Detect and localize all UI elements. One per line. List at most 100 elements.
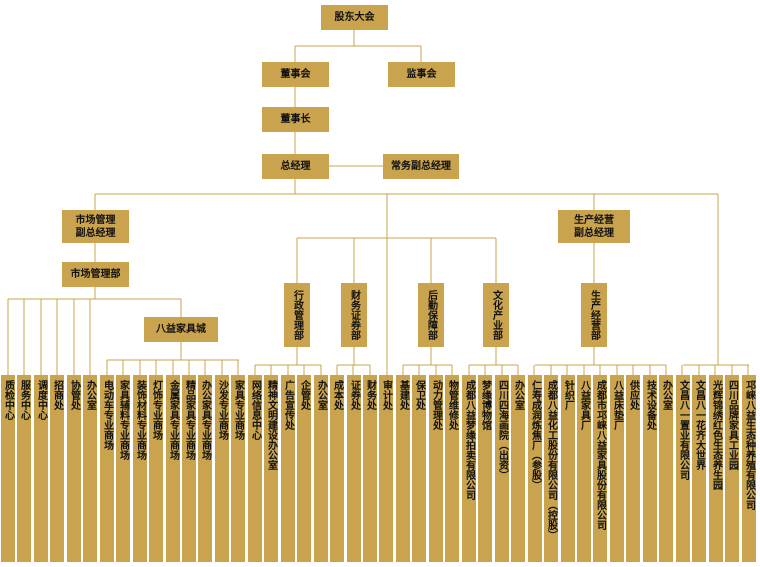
leaf-merchants: 招商处 xyxy=(50,375,64,562)
leaf-museum: 梦缘博物馆 xyxy=(478,375,492,562)
leaf-office-furniture-mall: 办公家具专业商场 xyxy=(198,375,212,562)
leaf-label: 成都市邛崃八益家具股份有限公司 xyxy=(594,380,606,530)
bayi-mall-box: 八益家具城 xyxy=(144,317,218,342)
bayi-mall-label: 八益家具城 xyxy=(156,324,206,335)
leaf-furniture-factory: 八益家具厂 xyxy=(577,375,591,562)
leaf-office-production: 办公室 xyxy=(659,375,673,562)
leaf-label: 装饰材料专业商场 xyxy=(134,380,146,460)
leaf-label: 成都八益梦缘拍卖有限公司 xyxy=(463,380,475,500)
finance-dept-box: 财务证券部 xyxy=(341,283,367,347)
leaf-furniture-mall: 家具专业商场 xyxy=(231,375,245,562)
leaf-label: 四川四海画院（出资） xyxy=(496,380,508,480)
leaf-quality-center: 质检中心 xyxy=(1,375,15,562)
leaf-coordination: 协管处 xyxy=(67,375,81,562)
leaf-label: 证券处 xyxy=(348,380,360,410)
leaf-label: 企管处 xyxy=(298,380,310,410)
leaf-wenchang-flower-world: 文昌八一花齐大世界 xyxy=(692,375,706,562)
leaf-qionglai-eco-farming: 邛崃八益生态种养殖有限公司 xyxy=(742,375,756,562)
leaf-label: 办公家具专业商场 xyxy=(199,380,211,460)
leaf-label: 针织厂 xyxy=(562,380,574,410)
production-dept-box: 生产经营部 xyxy=(581,283,607,347)
leaf-label: 招商处 xyxy=(51,380,63,410)
leaf-furniture-accessories-mall: 家具辅料专业商场 xyxy=(116,375,130,562)
leaf-guanghui-eco-park: 光辉锦绣红色生态养生园 xyxy=(709,375,723,562)
market-dept-label: 市场管理部 xyxy=(70,269,121,280)
leaf-construction: 基建处 xyxy=(396,375,410,562)
leaf-label: 审计处 xyxy=(380,380,392,410)
leaf-tech-equipment: 技术设备处 xyxy=(643,375,657,562)
leaf-label: 协管处 xyxy=(68,380,80,410)
board-label: 董事会 xyxy=(280,69,311,80)
leaf-mattress-factory: 八益床垫厂 xyxy=(610,375,624,562)
leaf-label: 基建处 xyxy=(397,380,409,410)
logistics-dept-label: 后勤保障部 xyxy=(425,290,437,340)
leaf-sofa-mall: 沙发专业商场 xyxy=(215,375,229,562)
leaf-label: 电动车专业商场 xyxy=(101,380,113,450)
leaf-finance: 财务处 xyxy=(363,375,377,562)
leaf-label: 广告宣传处 xyxy=(282,380,294,430)
leaf-label: 精神文明建设办公室 xyxy=(265,380,277,470)
board-box: 董事会 xyxy=(262,62,329,87)
leaf-office-admin: 办公室 xyxy=(314,375,328,562)
leaf-ev-mall: 电动车专业商场 xyxy=(100,375,114,562)
admin-dept-box: 行政管理部 xyxy=(284,283,310,347)
production-dept-label: 生产经营部 xyxy=(588,290,600,340)
prod-vgm-label: 生产经营 副总经理 xyxy=(574,214,614,239)
market-dept-box: 市场管理部 xyxy=(62,262,129,287)
leaf-property-maintenance: 物管维修处 xyxy=(445,375,459,562)
leaf-dispatch-center: 调度中心 xyxy=(34,375,48,562)
leaf-qionglai-furniture-company: 成都市邛崃八益家具股份有限公司 xyxy=(593,375,607,562)
chairman-label: 董事长 xyxy=(280,114,311,125)
supervisors-label: 监事会 xyxy=(406,69,437,80)
leaf-network-info-center: 网络信息中心 xyxy=(248,375,262,562)
leaf-advertising: 广告宣传处 xyxy=(281,375,295,562)
leaf-coking-plant: 仁寿成润炼焦厂（参股） xyxy=(528,375,542,562)
leaf-label: 财务处 xyxy=(364,380,376,410)
culture-dept-label: 文化产业部 xyxy=(490,290,502,340)
gm-label: 总经理 xyxy=(280,161,311,172)
leaf-wenchang-realestate: 文昌八一置业有限公司 xyxy=(676,375,690,562)
prod-vgm-box: 生产经营 副总经理 xyxy=(558,210,630,243)
leaf-cost: 成本处 xyxy=(330,375,344,562)
market-vgm-box: 市场管理 副总经理 xyxy=(62,210,129,243)
leaf-label: 网络信息中心 xyxy=(249,380,261,440)
leaf-supply: 供应处 xyxy=(626,375,640,562)
exec-vgm-label: 常务副总经理 xyxy=(391,161,451,172)
leaf-decoration-mall: 装饰材料专业商场 xyxy=(133,375,147,562)
leaf-label: 仁寿成润炼焦厂（参股） xyxy=(529,380,541,490)
leaf-label: 邛崃八益生态种养殖有限公司 xyxy=(743,380,755,510)
leaf-enterprise-mgmt: 企管处 xyxy=(297,375,311,562)
leaf-label: 办公室 xyxy=(660,380,672,410)
leaf-office-market: 办公室 xyxy=(83,375,97,562)
finance-dept-label: 财务证券部 xyxy=(348,290,360,340)
leaf-label: 办公室 xyxy=(84,380,96,410)
leaf-office-culture: 办公室 xyxy=(511,375,525,562)
leaf-label: 精品家具专业商场 xyxy=(183,380,195,460)
leaf-label: 办公室 xyxy=(512,380,524,410)
leaf-label: 八益床垫厂 xyxy=(611,380,623,430)
leaf-label: 家具专业商场 xyxy=(232,380,244,440)
leaf-sichuan-furniture-park: 四川品牌家具工业园 xyxy=(725,375,739,562)
leaf-auction-company: 成都八益梦缘拍卖有限公司 xyxy=(462,375,476,562)
culture-dept-box: 文化产业部 xyxy=(483,283,509,347)
leaf-label: 动力管理处 xyxy=(430,380,442,430)
leaf-label: 供应处 xyxy=(627,380,639,410)
gm-box: 总经理 xyxy=(262,154,329,179)
leaf-knitting-factory: 针织厂 xyxy=(561,375,575,562)
leaf-label: 文昌八一花齐大世界 xyxy=(693,380,705,470)
leaf-label: 文昌八一置业有限公司 xyxy=(677,380,689,480)
chairman-box: 董事长 xyxy=(262,107,329,132)
leaf-security: 保卫处 xyxy=(412,375,426,562)
logistics-dept-box: 后勤保障部 xyxy=(418,283,444,347)
leaf-label: 八益家具厂 xyxy=(578,380,590,430)
shareholders-box: 股东大会 xyxy=(321,5,388,30)
leaf-label: 技术设备处 xyxy=(644,380,656,430)
leaf-chemical-company: 成都八益化工股份有限公司（控股） xyxy=(544,375,558,562)
leaf-service-center: 服务中心 xyxy=(17,375,31,562)
market-vgm-label: 市场管理 副总经理 xyxy=(75,214,116,239)
leaf-label: 金属家具专业商场 xyxy=(167,380,179,460)
exec-vgm-box: 常务副总经理 xyxy=(383,154,459,179)
leaf-label: 成本处 xyxy=(331,380,343,410)
